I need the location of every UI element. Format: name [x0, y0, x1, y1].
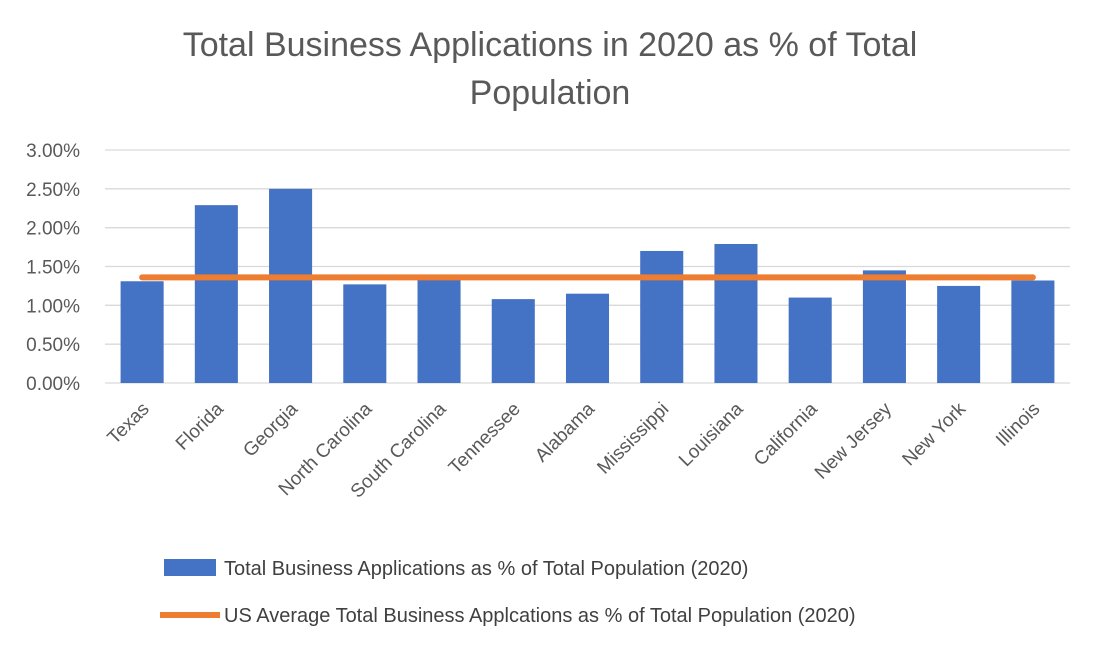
- bar: [788, 297, 832, 383]
- y-tick-label: 0.00%: [26, 374, 80, 395]
- x-tick-label: Georgia: [239, 398, 302, 461]
- bar: [714, 243, 758, 383]
- x-tick-label: Louisiana: [675, 398, 748, 471]
- bars: [120, 188, 1055, 383]
- bar: [417, 278, 461, 383]
- legend-line-label: US Average Total Business Applcations as…: [224, 605, 856, 627]
- bar: [640, 250, 684, 383]
- bar: [269, 188, 313, 383]
- bar: [120, 281, 164, 383]
- bar: [343, 284, 387, 383]
- x-tick-label: Texas: [104, 399, 154, 449]
- bar: [1011, 280, 1055, 383]
- y-tick-label: 3.00%: [26, 141, 80, 162]
- legend-bar-label: Total Business Applications as % of Tota…: [224, 558, 748, 580]
- legend-bar-swatch: [164, 559, 216, 576]
- chart-title-line-2: Population: [470, 74, 631, 112]
- y-tick-label: 2.00%: [26, 219, 80, 240]
- bar: [194, 205, 238, 383]
- y-tick-label: 2.50%: [26, 180, 80, 201]
- bar: [862, 270, 906, 383]
- x-tick-label: Tennessee: [445, 399, 525, 479]
- y-axis-tick-labels: 0.00% 0.50% 1.00% 1.50% 2.00% 2.50% 3.00%: [26, 141, 80, 395]
- bar: [937, 285, 981, 383]
- x-tick-label: Florida: [172, 398, 228, 454]
- x-tick-label: Alabama: [531, 398, 599, 466]
- legend: Total Business Applications as % of Tota…: [160, 558, 856, 627]
- x-tick-label: Illinois: [992, 399, 1044, 451]
- x-tick-label: New Jersey: [811, 398, 896, 483]
- x-tick-label: Mississippi: [593, 399, 673, 479]
- y-tick-label: 0.50%: [26, 335, 80, 356]
- chart-title: Total Business Applications in 2020 as %…: [183, 26, 918, 112]
- x-tick-label: New York: [899, 398, 971, 470]
- y-tick-label: 1.00%: [26, 296, 80, 317]
- chart-title-line-1: Total Business Applications in 2020 as %…: [183, 26, 918, 64]
- bar: [491, 299, 535, 383]
- x-tick-label: California: [750, 398, 822, 470]
- y-tick-label: 1.50%: [26, 258, 80, 279]
- bar: [565, 293, 610, 383]
